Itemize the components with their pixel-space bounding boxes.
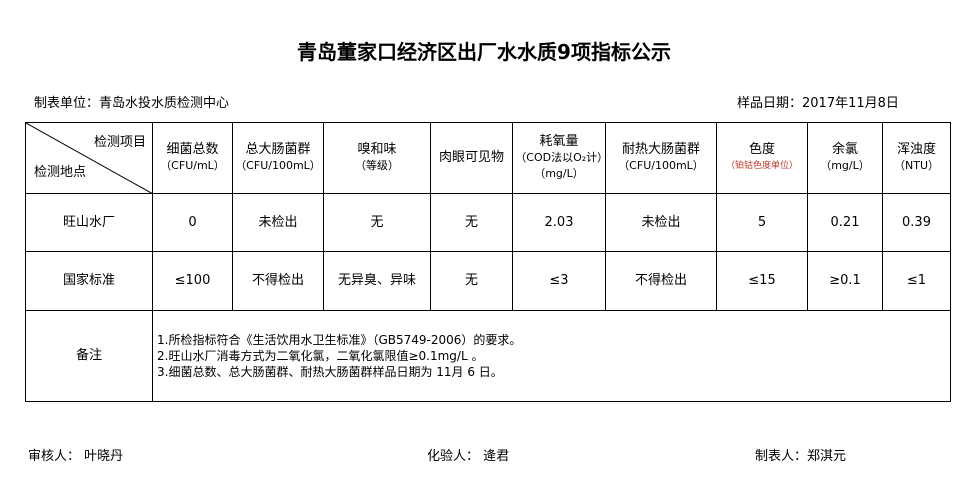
header-cell: 耐热大肠菌群 （CFU/100mL） — [605, 122, 717, 194]
header-cell: 肉眼可见物 — [430, 122, 513, 194]
notes-cell: 1.所检指标符合《生活饮用水卫生标准》（GB5749-2006）的要求。 2.旺… — [152, 310, 951, 402]
corner-top-label: 检测项目 — [93, 135, 146, 150]
row-label: 国家标准 — [25, 251, 153, 311]
cell: 2.03 — [512, 193, 606, 252]
table-row: 旺山水厂 0 未检出 无 无 2.03 未检出 5 0.21 0.39 — [25, 193, 951, 252]
cell: 不得检出 — [605, 251, 717, 311]
reviewer: 审核人： 叶晓丹 — [28, 449, 124, 464]
cell: ≥0.1 — [807, 251, 883, 311]
row-label: 旺山水厂 — [25, 193, 153, 252]
page-title: 青岛董家口经济区出厂水水质9项指标公示 — [297, 40, 671, 64]
cell: 5 — [716, 193, 808, 252]
sample-date: 样品日期：2017年11月8日 — [737, 96, 899, 111]
header-cell: 浑浊度 （NTU） — [882, 122, 951, 194]
header-cell: 色度 （铂钴色度单位） — [716, 122, 808, 194]
header-row: 检测项目 检测地点 细菌总数 （CFU/mL） 总大肠菌群 （CFU/100mL） … — [25, 122, 951, 194]
cell: 未检出 — [232, 193, 324, 252]
notes-label: 备注 — [25, 310, 153, 402]
note-item: 1.所检指标符合《生活饮用水卫生标准》（GB5749-2006）的要求。 — [157, 333, 522, 347]
cell: 未检出 — [605, 193, 717, 252]
header-cell: 细菌总数 （CFU/mL） — [152, 122, 233, 194]
cell: 无 — [323, 193, 431, 252]
cell: 无 — [430, 193, 513, 252]
cell: ≤1 — [882, 251, 951, 311]
cell: ≤100 — [152, 251, 233, 311]
cell: 无 — [430, 251, 513, 311]
table-row: 国家标准 ≤100 不得检出 无异臭、异味 无 ≤3 不得检出 ≤15 ≥0.1… — [25, 251, 951, 311]
notes-row: 备注 1.所检指标符合《生活饮用水卫生标准》（GB5749-2006）的要求。 … — [25, 310, 951, 402]
tester: 化验人： 逄君 — [427, 449, 510, 464]
note-item: 3.细菌总数、总大肠菌群、耐热大肠菌群样品日期为 11月 6 日。 — [157, 365, 503, 379]
cell: 无异臭、异味 — [323, 251, 431, 311]
cell: ≤3 — [512, 251, 606, 311]
water-quality-table: 检测项目 检测地点 细菌总数 （CFU/mL） 总大肠菌群 （CFU/100mL） … — [25, 122, 951, 402]
corner-cell: 检测项目 检测地点 — [25, 122, 153, 194]
cell: ≤15 — [716, 251, 808, 311]
header-cell: 嗅和味 （等级） — [323, 122, 431, 194]
prepared-by-unit: 制表单位：青岛水投水质检测中心 — [34, 96, 230, 111]
cell: 0.21 — [807, 193, 883, 252]
preparer: 制表人：郑淇元 — [755, 449, 847, 464]
diagonal-line — [26, 123, 153, 194]
cell: 不得检出 — [232, 251, 324, 311]
header-cell: 耗氧量 （COD法以O₂计）（mg/L） — [512, 122, 606, 194]
cell: 0 — [152, 193, 233, 252]
cell: 0.39 — [882, 193, 951, 252]
header-cell: 总大肠菌群 （CFU/100mL） — [232, 122, 324, 194]
header-cell: 余氯 （mg/L） — [807, 122, 883, 194]
corner-bottom-label: 检测地点 — [34, 165, 87, 180]
note-item: 2.旺山水厂消毒方式为二氧化氯，二氧化氯限值≥0.1mg/L 。 — [157, 349, 484, 363]
